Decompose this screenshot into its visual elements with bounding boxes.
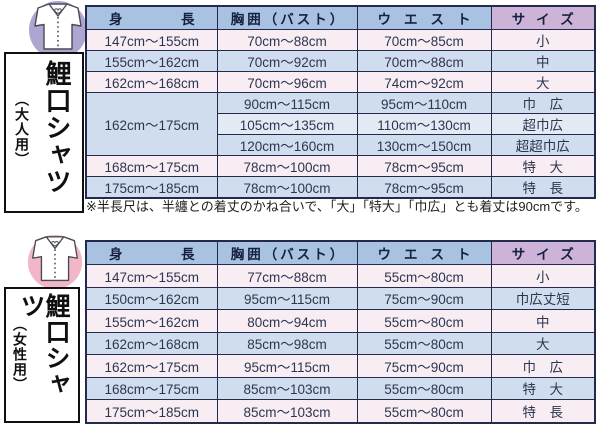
table-row: 162cm～175cm 95cm～115cm 75cm～90cm 巾 広 (85, 354, 596, 378)
table-cell: 168cm～175cm (85, 376, 218, 400)
table-row: 147cm～155cm 70cm～88cm 70cm～85cm 小 (85, 29, 596, 51)
table-cell: 105cm～135cm (216, 113, 358, 135)
table-cell: 75cm～90cm (356, 354, 492, 378)
col-header-bust: 胸囲（バスト） (216, 240, 358, 265)
table-cell: 175cm～185cm (85, 399, 218, 423)
table-cell: 95cm～115cm (216, 354, 358, 378)
table-row: 150cm～162cm 95cm～115cm 75cm～90cm 巾広丈短 (85, 286, 596, 310)
table-cell: 78cm～100cm (216, 155, 358, 177)
table-cell: 大 (490, 331, 596, 355)
size-table: 身長 胸囲（バスト） ウエスト サイズ 147cm～155cm 70cm～88cm… (85, 5, 596, 199)
product-subtitle-adult: （大人用） (14, 92, 30, 167)
product-title-adult: 鯉口シャツ (42, 60, 72, 195)
table-cell: 78cm～95cm (356, 155, 492, 177)
col-header-size: サイズ (490, 240, 596, 265)
table-row: 162cm～168cm 85cm～98cm 55cm～80cm 大 (85, 331, 596, 355)
col-header-waist: ウエスト (356, 5, 492, 30)
table-cell: 162cm～168cm (85, 71, 218, 93)
table-cell: 巾広丈短 (490, 286, 596, 310)
col-header-height: 身長 (85, 240, 218, 265)
table-cell: 147cm～155cm (85, 264, 218, 288)
table-row: 162cm～175cm 90cm～115cm 95cm～110cm 巾 広 (85, 92, 596, 156)
table-cell: 55cm～80cm (356, 376, 492, 400)
product-label-adult: 鯉口シャツ （大人用） (4, 52, 84, 213)
product-title-women: 鯉口シャツ (17, 293, 70, 397)
table-cell: 95cm～110cm (356, 92, 492, 114)
shirt-icon (29, 1, 87, 59)
table-cell: 55cm～80cm (356, 264, 492, 288)
size-table-adult: 身長 胸囲（バスト） ウエスト サイズ 147cm～155cm 70cm～88cm… (85, 5, 596, 199)
table-row: 175cm～185cm 78cm～100cm 78cm～95cm 特 長 (85, 176, 596, 199)
table-cell: 特 大 (490, 155, 596, 177)
table-cell: 85cm～98cm (216, 331, 358, 355)
table-cell: 70cm～92cm (216, 50, 358, 72)
table-cell: 小 (490, 29, 596, 51)
table-cell: 超巾広 (490, 113, 596, 135)
table-cell: 70cm～85cm (356, 29, 492, 51)
table-cell: 110cm～130cm (356, 113, 492, 135)
size-table-women: 身長 胸囲（バスト） ウエスト サイズ 147cm～155cm 77cm～88cm… (85, 240, 596, 424)
table-cell: 超超巾広 (490, 134, 596, 156)
table-cell: 130cm～150cm (356, 134, 492, 156)
table-cell: 55cm～80cm (356, 331, 492, 355)
table-cell: 77cm～88cm (216, 264, 358, 288)
table-cell: 150cm～162cm (85, 286, 218, 310)
footnote: ※半長尺は、半纏との着丈のかね合いで、「大」「特大」「巾広」とも着丈は90cmで… (86, 199, 588, 214)
koikuchi-shirt-icon-women (24, 231, 86, 293)
table-cell: 162cm～168cm (85, 331, 218, 355)
table-cell: 95cm～115cm (216, 286, 358, 310)
table-cell: 162cm～175cm (85, 92, 218, 156)
table-cell: 162cm～175cm (85, 354, 218, 378)
table-cell: 巾 広 (490, 354, 596, 378)
table-row: 168cm～175cm 78cm～100cm 78cm～95cm 特 大 (85, 155, 596, 177)
table-cell: 147cm～155cm (85, 29, 218, 51)
table-row: 155cm～162cm 70cm～92cm 70cm～88cm 中 (85, 50, 596, 72)
table-cell: 小 (490, 264, 596, 288)
table-cell: 中 (490, 309, 596, 333)
col-header-waist: ウエスト (356, 240, 492, 265)
table-cell: 75cm～90cm (356, 286, 492, 310)
product-subtitle-women: （女性用） (12, 317, 28, 392)
table-cell: 70cm～88cm (216, 29, 358, 51)
table-cell: 55cm～80cm (356, 309, 492, 333)
table-cell: 85cm～103cm (216, 399, 358, 423)
table-cell: 70cm～96cm (216, 71, 358, 93)
shirt-icon (27, 234, 83, 290)
table-cell: 中 (490, 50, 596, 72)
table-cell: 巾 広 (490, 92, 596, 114)
table-cell: 168cm～175cm (85, 155, 218, 177)
table-cell: 70cm～88cm (356, 50, 492, 72)
table-cell: 特 長 (490, 399, 596, 423)
header-row: 身長 胸囲（バスト） ウエスト サイズ (85, 5, 596, 30)
table-cell: 78cm～95cm (356, 176, 492, 199)
col-header-height: 身長 (85, 5, 218, 30)
size-table: 身長 胸囲（バスト） ウエスト サイズ 147cm～155cm 77cm～88cm… (85, 240, 596, 424)
table-cell: 90cm～115cm (216, 92, 358, 114)
table-cell: 特 長 (490, 176, 596, 199)
table-cell: 155cm～162cm (85, 309, 218, 333)
table-cell: 175cm～185cm (85, 176, 218, 199)
product-label-women: 鯉口シャツ （女性用） (4, 287, 80, 423)
table-cell: 大 (490, 71, 596, 93)
table-cell: 55cm～80cm (356, 399, 492, 423)
col-header-size: サイズ (490, 5, 596, 30)
col-header-bust: 胸囲（バスト） (216, 5, 358, 30)
table-cell: 74cm～92cm (356, 71, 492, 93)
table-row: 155cm～162cm 80cm～94cm 55cm～80cm 中 (85, 309, 596, 333)
table-row: 147cm～155cm 77cm～88cm 55cm～80cm 小 (85, 264, 596, 288)
header-row: 身長 胸囲（バスト） ウエスト サイズ (85, 240, 596, 265)
table-cell: 80cm～94cm (216, 309, 358, 333)
table-cell: 特 大 (490, 376, 596, 400)
table-row: 168cm～175cm 85cm～103cm 55cm～80cm 特 大 (85, 376, 596, 400)
table-cell: 120cm～160cm (216, 134, 358, 156)
table-cell: 155cm～162cm (85, 50, 218, 72)
table-row: 105cm～135cm 110cm～130cm 超巾広 (86, 113, 596, 135)
table-row: 120cm～160cm 130cm～150cm 超超巾広 (86, 134, 596, 156)
table-row: 162cm～168cm 70cm～96cm 74cm～92cm 大 (85, 71, 596, 93)
table-row: 175cm～185cm 85cm～103cm 55cm～80cm 特 長 (85, 399, 596, 423)
table-cell: 85cm～103cm (216, 376, 358, 400)
koikuchi-shirt-icon-adult (26, 0, 90, 64)
table-cell: 78cm～100cm (216, 176, 358, 199)
